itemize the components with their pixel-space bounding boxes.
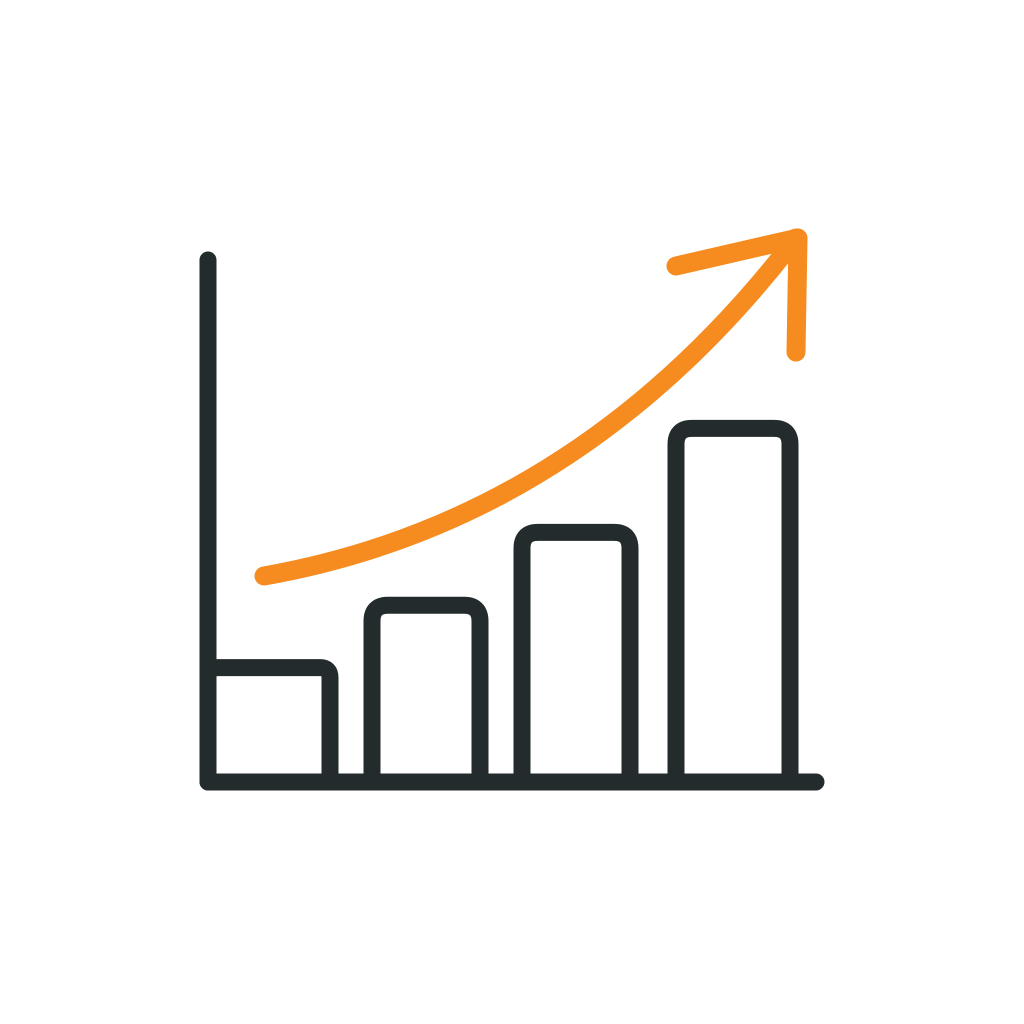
chart-bars <box>199 419 799 782</box>
bar-3 <box>513 523 639 782</box>
arrow-head-icon <box>666 228 808 362</box>
bar-4 <box>667 419 799 782</box>
bar-1 <box>199 659 339 782</box>
trend-arrow-group <box>254 228 808 586</box>
trend-curve <box>254 228 806 586</box>
bar-2 <box>363 596 489 782</box>
